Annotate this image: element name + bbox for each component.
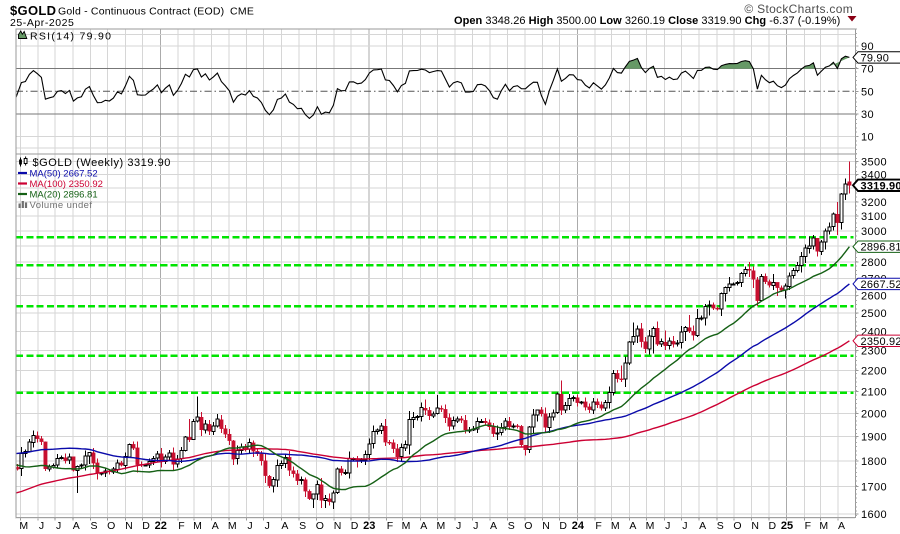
svg-text:J: J xyxy=(456,520,461,532)
svg-text:3500: 3500 xyxy=(861,157,887,169)
svg-text:2200: 2200 xyxy=(861,366,887,378)
svg-text:J: J xyxy=(265,520,270,532)
svg-text:J: J xyxy=(473,520,478,532)
svg-text:O: O xyxy=(524,520,532,532)
svg-text:© StockCharts.com: © StockCharts.com xyxy=(744,2,853,16)
svg-text:25-Apr-2025: 25-Apr-2025 xyxy=(10,17,74,29)
svg-text:2000: 2000 xyxy=(861,409,887,421)
svg-text:F: F xyxy=(595,520,601,532)
svg-text:1900: 1900 xyxy=(861,432,887,444)
svg-text:N: N xyxy=(542,520,550,532)
svg-text:CME: CME xyxy=(230,6,254,18)
svg-text:Open 3348.26 High 3500.00 Low: Open 3348.26 High 3500.00 Low 3260.19 Cl… xyxy=(454,15,840,27)
svg-text:2350.92: 2350.92 xyxy=(861,336,900,348)
svg-text:2100: 2100 xyxy=(861,387,887,399)
svg-text:90: 90 xyxy=(861,41,874,53)
svg-text:MA(100) 2350.92: MA(100) 2350.92 xyxy=(30,179,103,190)
svg-text:2667.52: 2667.52 xyxy=(861,279,900,291)
svg-text:MA(50) 2667.52: MA(50) 2667.52 xyxy=(30,169,98,180)
svg-text:N: N xyxy=(751,520,759,532)
svg-text:3000: 3000 xyxy=(861,226,887,238)
svg-text:A: A xyxy=(699,520,706,532)
svg-text:S: S xyxy=(299,520,306,532)
svg-text:2896.81: 2896.81 xyxy=(861,242,900,254)
svg-text:M: M xyxy=(228,520,237,532)
svg-text:M: M xyxy=(819,520,828,532)
svg-text:A: A xyxy=(490,520,497,532)
svg-text:M: M xyxy=(19,520,28,532)
svg-text:22: 22 xyxy=(155,520,167,532)
svg-text:24: 24 xyxy=(572,520,585,532)
svg-text:O: O xyxy=(316,520,324,532)
svg-text:J: J xyxy=(39,520,44,532)
svg-text:D: D xyxy=(142,520,150,532)
svg-text:3200: 3200 xyxy=(861,197,887,209)
svg-text:D: D xyxy=(351,520,359,532)
svg-text:1700: 1700 xyxy=(861,482,887,494)
svg-text:O: O xyxy=(733,520,741,532)
svg-text:N: N xyxy=(125,520,133,532)
svg-text:3400: 3400 xyxy=(861,170,887,182)
svg-text:Volume undef: Volume undef xyxy=(30,200,93,211)
svg-text:1800: 1800 xyxy=(861,456,887,468)
svg-text:J: J xyxy=(247,520,252,532)
svg-text:3100: 3100 xyxy=(861,211,887,223)
svg-text:25: 25 xyxy=(781,520,793,532)
svg-text:D: D xyxy=(769,520,777,532)
svg-text:$GOLD (Weekly) 3319.90: $GOLD (Weekly) 3319.90 xyxy=(33,157,171,169)
svg-text:M: M xyxy=(402,520,411,532)
svg-text:J: J xyxy=(682,520,687,532)
svg-text:2800: 2800 xyxy=(861,257,887,269)
svg-text:70: 70 xyxy=(861,64,874,76)
svg-text:F: F xyxy=(178,520,184,532)
svg-text:A: A xyxy=(420,520,427,532)
svg-text:79.90: 79.90 xyxy=(861,52,890,64)
svg-text:30: 30 xyxy=(861,109,874,121)
svg-text:M: M xyxy=(646,520,655,532)
svg-text:$GOLD: $GOLD xyxy=(10,3,56,18)
svg-text:23: 23 xyxy=(363,520,375,532)
svg-text:O: O xyxy=(107,520,115,532)
svg-text:2300: 2300 xyxy=(861,346,887,358)
svg-text:M: M xyxy=(611,520,620,532)
svg-text:F: F xyxy=(387,520,393,532)
svg-text:J: J xyxy=(56,520,61,532)
svg-text:F: F xyxy=(805,520,811,532)
svg-text:N: N xyxy=(334,520,342,532)
svg-text:A: A xyxy=(629,520,636,532)
svg-text:A: A xyxy=(838,520,845,532)
svg-text:MA(20) 2896.81: MA(20) 2896.81 xyxy=(30,190,98,201)
svg-text:S: S xyxy=(90,520,97,532)
svg-text:10: 10 xyxy=(861,132,874,144)
svg-text:A: A xyxy=(73,520,80,532)
svg-text:Gold - Continuous Contract (EO: Gold - Continuous Contract (EOD) xyxy=(58,6,224,18)
svg-text:2500: 2500 xyxy=(861,308,887,320)
svg-text:1600: 1600 xyxy=(861,509,887,521)
svg-text:M: M xyxy=(193,520,202,532)
svg-text:D: D xyxy=(559,520,567,532)
svg-text:S: S xyxy=(508,520,515,532)
svg-text:A: A xyxy=(281,520,288,532)
svg-text:3319.90: 3319.90 xyxy=(861,180,900,192)
svg-text:2600: 2600 xyxy=(861,290,887,302)
svg-text:J: J xyxy=(665,520,670,532)
svg-text:50: 50 xyxy=(861,86,874,98)
svg-text:RSI(14) 79.90: RSI(14) 79.90 xyxy=(30,31,112,43)
svg-text:A: A xyxy=(212,520,219,532)
svg-text:M: M xyxy=(437,520,446,532)
svg-text:S: S xyxy=(717,520,724,532)
